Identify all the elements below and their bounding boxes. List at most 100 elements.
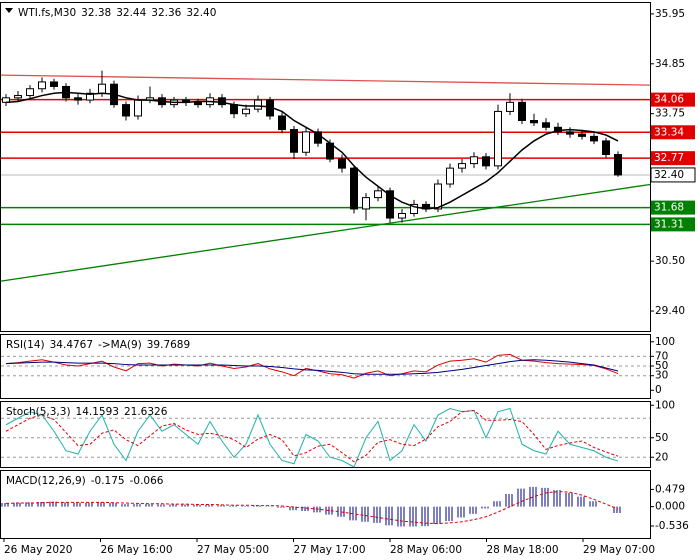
moving-average — [5, 91, 619, 210]
macd-panel-frame — [0, 470, 651, 539]
candle-body — [518, 101, 526, 121]
header-part: 32.40 — [186, 7, 216, 19]
candle-body — [134, 99, 142, 117]
level-label-box — [651, 217, 695, 232]
y-tick-label: 30 — [655, 370, 668, 382]
y-tick-label: 35.95 — [655, 8, 685, 20]
candle-body — [578, 133, 586, 137]
level-label: 32.77 — [654, 152, 684, 164]
candle-body — [458, 163, 466, 169]
candle-body — [386, 190, 394, 219]
stoch-line — [5, 407, 619, 468]
y-tick-label: 0.000 — [655, 501, 685, 513]
candle-body — [566, 131, 574, 135]
x-tick-label: 27 May 05:00 — [197, 544, 269, 556]
level-label-box — [651, 125, 695, 140]
stoch-line — [5, 409, 619, 463]
header-part: 32.36 — [151, 7, 181, 19]
header-part: 32.44 — [116, 7, 146, 19]
current-price-label: 32.40 — [654, 169, 684, 181]
header-part: -0.175 — [91, 475, 125, 487]
y-tick-label: 34.85 — [655, 58, 685, 70]
current-price-box — [650, 167, 696, 183]
y-tick-label: 100 — [655, 336, 675, 348]
y-tick-label: 0 — [655, 384, 662, 396]
candle-body — [290, 129, 298, 153]
header-part: RSI(14) — [6, 339, 45, 351]
indicator-header: MACD(12,26,9) -0.175 -0.066 — [6, 475, 164, 487]
indicator-header: Stoch(5,3,3) 14.1593 21.6326 — [6, 406, 168, 418]
y-tick-label: 33.75 — [655, 108, 685, 120]
level-label: 34.06 — [654, 94, 684, 106]
y-tick-label: 70 — [655, 350, 668, 362]
candle-body — [38, 81, 46, 90]
candle-body — [14, 95, 22, 99]
candle-body — [230, 104, 238, 115]
level-label: 31.31 — [654, 218, 684, 230]
candle-body — [278, 115, 286, 131]
indicator-header: RSI(14) 34.4767 ->MA(9) 39.7689 — [6, 339, 190, 351]
candle-body — [350, 167, 358, 210]
header-part: -0.066 — [130, 475, 164, 487]
x-tick-label: 26 May 2020 — [4, 544, 72, 556]
candle-body — [302, 131, 310, 153]
candle-body — [26, 88, 34, 97]
candle-body — [542, 122, 550, 128]
trend-line — [0, 74, 651, 86]
rsi-line — [5, 359, 619, 375]
candle-body — [470, 156, 478, 165]
candle-body — [398, 213, 406, 219]
header-part: 34.4767 — [50, 339, 93, 351]
candle-body — [602, 140, 610, 156]
candle-body — [338, 158, 346, 169]
x-tick-label: 28 May 06:00 — [390, 544, 462, 556]
candle-body — [614, 154, 622, 176]
x-tick-label: 28 May 18:00 — [487, 544, 559, 556]
y-tick-label: 30.50 — [655, 255, 685, 267]
header-part: WTI.fs,M30 — [18, 7, 76, 19]
y-tick-label: 100 — [655, 399, 675, 411]
candle-body — [482, 156, 490, 167]
level-label: 31.68 — [654, 202, 684, 214]
x-tick-label: 27 May 17:00 — [294, 544, 366, 556]
y-tick-label: 50 — [655, 360, 668, 372]
y-tick-label: 50 — [655, 432, 668, 444]
level-label-box — [651, 151, 695, 166]
candle-body — [434, 183, 442, 210]
indicator-header: WTI.fs,M30 32.38 32.44 32.36 32.40 — [18, 7, 216, 19]
candle-body — [74, 97, 82, 101]
trend-line — [0, 183, 651, 282]
header-part: 32.38 — [81, 7, 111, 19]
candle-body — [410, 203, 418, 215]
candle-body — [50, 81, 58, 87]
y-tick-label: -0.536 — [655, 520, 689, 532]
level-label-box — [651, 92, 695, 107]
candle-body — [218, 97, 226, 106]
stoch-panel-frame — [0, 401, 651, 468]
header-part: ->MA(9) — [98, 339, 142, 351]
candle-body — [362, 197, 370, 210]
header-part: 14.1593 — [76, 406, 119, 418]
header-part: 21.6326 — [124, 406, 168, 418]
candle-body — [590, 135, 598, 142]
y-tick-label: 20 — [655, 451, 668, 463]
y-tick-label: 29.40 — [655, 305, 685, 317]
candle-body — [254, 99, 262, 110]
level-label: 33.34 — [654, 126, 684, 138]
candle-body — [530, 119, 538, 124]
candle-body — [506, 101, 514, 112]
x-tick-label: 26 May 16:00 — [101, 544, 173, 556]
y-tick-label: 0.479 — [655, 483, 685, 495]
candle-body — [194, 101, 202, 106]
header-part: MACD(12,26,9) — [6, 475, 86, 487]
symbol-arrow — [5, 8, 13, 13]
candle-body — [86, 92, 94, 101]
header-part: Stoch(5,3,3) — [6, 406, 71, 418]
candle-body — [242, 108, 250, 115]
candle-body — [98, 83, 106, 94]
candle-body — [374, 190, 382, 199]
x-tick-label: 29 May 07:00 — [583, 544, 655, 556]
candle-body — [494, 110, 502, 167]
macd-signal — [5, 491, 619, 525]
